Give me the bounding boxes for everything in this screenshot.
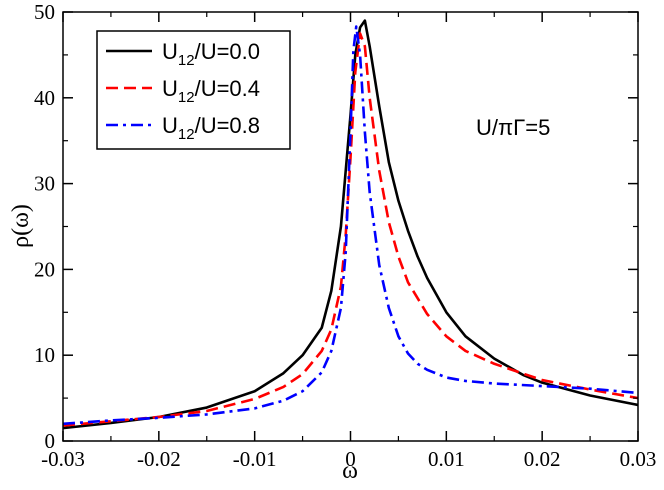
series-line-0: [63, 19, 638, 430]
y-axis-title: ρ(ω): [8, 204, 34, 248]
x-tick-label: 0.01: [428, 447, 465, 471]
x-tick-label: 0.03: [620, 447, 657, 471]
y-tick-label: 0: [45, 429, 56, 453]
legend-label-rest: /U=0.4: [195, 76, 260, 101]
series-layer: [63, 19, 638, 430]
ticks-layer: -0.03 -0.02 -0.01 0 0.01 0.02 0.03 0 10 20 30 40 50: [34, 0, 656, 471]
legend-label-0: U12/U=0.0: [162, 39, 260, 69]
y-tick-label: 40: [34, 86, 55, 110]
annotation: U/πΓ=5: [476, 115, 550, 140]
y-tick-label: 10: [34, 343, 55, 367]
legend-label-main: U: [162, 39, 178, 64]
legend-label-main: U: [162, 113, 178, 138]
legend-label-subscript: 12: [178, 89, 195, 106]
y-tick-label: 20: [34, 257, 55, 281]
legend-label-subscript: 12: [178, 52, 195, 69]
legend-label-1: U12/U=0.4: [162, 76, 260, 106]
x-tick-label: 0: [345, 447, 356, 471]
legend-label-2: U12/U=0.8: [162, 113, 260, 143]
y-tick-label: 50: [34, 0, 55, 24]
x-axis-title: ω: [342, 458, 358, 484]
series-line-1: [63, 32, 638, 427]
x-tick-label: -0.01: [233, 447, 277, 471]
legend-label-main: U: [162, 76, 178, 101]
x-tick-label: -0.02: [137, 447, 181, 471]
legend-label-rest: /U=0.0: [195, 39, 260, 64]
legend-label-rest: /U=0.8: [195, 113, 260, 138]
x-tick-label: -0.03: [41, 447, 85, 471]
x-tick-label: 0.02: [524, 447, 561, 471]
y-tick-label: 30: [34, 172, 55, 196]
series-line-2: [63, 25, 638, 426]
legend-label-subscript: 12: [178, 126, 195, 143]
